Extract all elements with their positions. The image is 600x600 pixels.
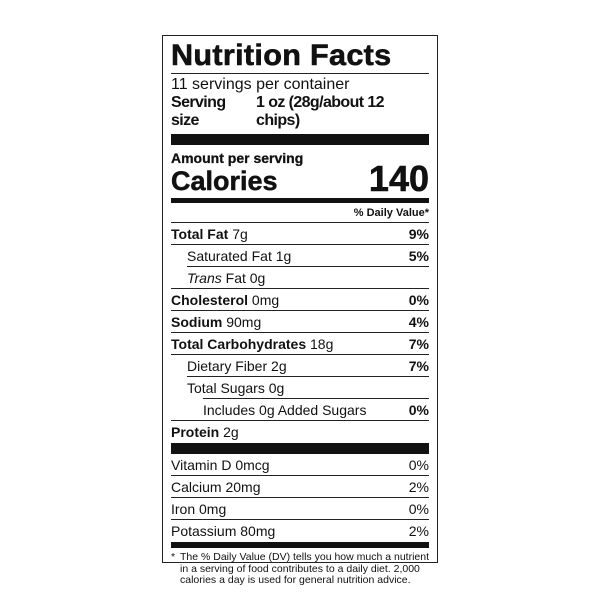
serving-size-label: Serving size [171,94,226,129]
vitamin-row-vitamin-d: Vitamin D 0mcg 0% [171,454,429,475]
footnote-star: * [171,551,176,563]
nutrient-amount: 0g [268,380,285,396]
nutrient-amount: 2g [223,424,239,440]
nutrient-amount: 90mg [226,314,262,330]
thick-divider [171,443,429,454]
nutrient-row-added-sugars: Includes 0g Added Sugars 0% [203,398,429,420]
nutrient-row-dietary-fiber: Dietary Fiber 2g 7% [171,354,429,376]
vitamin-row-calcium: Calcium 20mg 2% [171,475,429,497]
thick-divider [171,134,429,145]
nutrient-amount: 1g [275,248,292,264]
daily-value-header: % Daily Value* [171,205,429,223]
nutrient-name: Trans [187,270,222,286]
nutrient-amount: 0g [249,270,266,286]
vitamin-row-potassium: Potassium 80mg 2% [171,519,429,541]
calories-value: 140 [368,158,430,199]
nutrient-name: Saturated Fat [187,248,272,264]
nutrient-row-protein: Protein 2g [171,420,429,442]
nutrient-name: Total Fat [171,226,229,242]
calories-row: Calories 140 [171,158,430,199]
nutrient-row-cholesterol: Cholesterol 0mg 0% [171,288,429,310]
vitamin-dv: 2% [408,479,429,495]
serving-size: Serving size 1 oz (28g/about 12 chips) [171,94,429,130]
nutrient-amount: 0mg [251,292,280,308]
vitamin-dv: 0% [408,457,429,473]
nutrient-name-suffix: Fat [225,270,246,286]
vitamin-name: Potassium 80mg [171,523,276,539]
amount-per-serving: Amount per serving [171,150,304,166]
nutrient-amount: 18g [310,336,334,352]
nutrient-dv: 4% [408,314,429,330]
nutrient-row-trans-fat: Trans Fat 0g [187,266,429,288]
nutrient-dv: 7% [408,336,429,352]
servings-per-container: 11 servings per container [171,76,350,93]
vitamin-name: Calcium 20mg [171,479,261,495]
nutrient-dv: 7% [408,358,429,374]
nutrient-amount: 7g [232,226,248,242]
nutrient-name: Total Carbohydrates [171,336,307,352]
nutrient-dv: 5% [408,248,429,264]
nutrient-row-total-carbohydrates: Total Carbohydrates 18g 7% [171,332,429,354]
medium-divider [171,198,429,203]
nutrition-facts-label: Nutrition Facts 11 servings per containe… [162,35,438,586]
nutrient-dv: 0% [408,402,429,418]
vitamin-row-iron: Iron 0mg 0% [171,497,429,519]
nutrient-name: Sodium [171,314,223,330]
calories-label: Calories [171,166,278,196]
nutrient-row-total-sugars: Total Sugars 0g [187,376,429,398]
footnote: * The % Daily Value (DV) tells you how m… [171,551,429,587]
nutrient-amount: 2g [271,358,287,374]
vitamin-name: Vitamin D 0mcg [171,457,270,473]
vitamin-dv: 0% [408,501,429,517]
nutrient-name: Includes 0g Added Sugars [203,402,367,418]
vitamin-dv: 2% [408,523,429,539]
nutrient-row-sodium: Sodium 90mg 4% [171,310,429,332]
medium-divider [171,542,429,548]
footnote-text: The % Daily Value (DV) tells you how muc… [180,551,429,586]
vitamin-name: Iron 0mg [171,501,227,517]
nutrient-name: Total Sugars [187,380,265,396]
nutrient-dv: 9% [408,226,429,242]
nutrient-row-saturated-fat: Saturated Fat 1g 5% [171,244,429,266]
label-title: Nutrition Facts [171,39,392,73]
divider [171,73,429,74]
nutrient-name: Cholesterol [171,292,249,308]
nutrient-dv: 0% [408,292,429,308]
serving-size-value: 1 oz (28g/about 12 chips) [256,94,385,129]
nutrient-name: Protein [171,424,220,440]
nutrient-row-total-fat: Total Fat 7g 9% [171,223,429,244]
nutrient-name: Dietary Fiber [187,358,268,374]
